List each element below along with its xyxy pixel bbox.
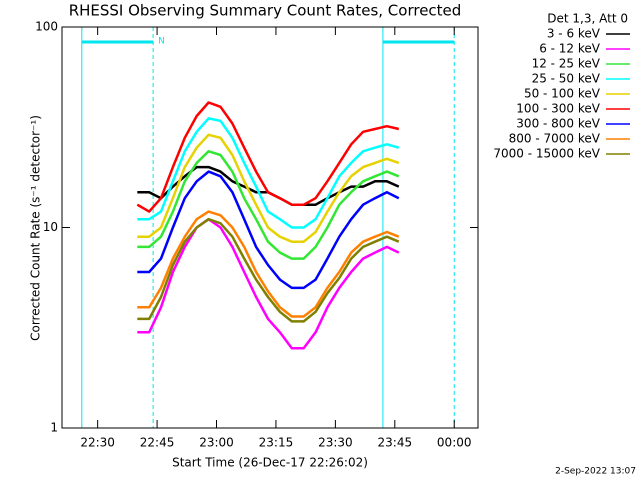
legend-label: 6 - 12 keV [539,42,601,56]
chart-title: RHESSI Observing Summary Count Rates, Co… [69,2,462,20]
annotation-label: N [158,37,165,47]
x-tick-label: 00:00 [437,436,472,450]
legend-label: 25 - 50 keV [532,72,601,86]
legend-label: 12 - 25 keV [532,57,601,71]
x-tick-label: 23:15 [259,436,294,450]
legend-label: 800 - 7000 keV [509,132,601,146]
x-axis-label: Start Time (26-Dec-17 22:26:02) [172,456,368,470]
x-tick-label: 22:45 [140,436,175,450]
footer: 2-Sep-2022 13:07 [555,467,636,477]
x-tick-label: 23:45 [378,436,413,450]
legend-label: 7000 - 15000 keV [493,147,600,161]
legend-label: 3 - 6 keV [547,27,601,41]
legend-label: 50 - 100 keV [524,87,601,101]
y-tick-label: 1 [50,421,58,435]
x-tick-label: 23:30 [318,436,353,450]
series-line [137,210,400,318]
series-line [137,133,400,243]
x-tick-label: 23:00 [199,436,234,450]
series-line [137,170,400,290]
x-tick-label: 22:30 [80,436,115,450]
y-axis-label: Corrected Count Rate (s⁻¹ detector⁻¹) [29,115,43,341]
legend-title: Det 1,3, Att 0 [547,12,628,26]
series-line [137,117,400,229]
legend-label: 300 - 800 keV [516,117,600,131]
series-line [137,217,400,323]
series-line [136,101,400,213]
series-line [137,217,400,350]
y-tick-label: 10 [43,220,58,234]
series-line [137,150,400,260]
y-tick-label: 100 [35,20,58,34]
legend-label: 100 - 300 keV [516,102,600,116]
